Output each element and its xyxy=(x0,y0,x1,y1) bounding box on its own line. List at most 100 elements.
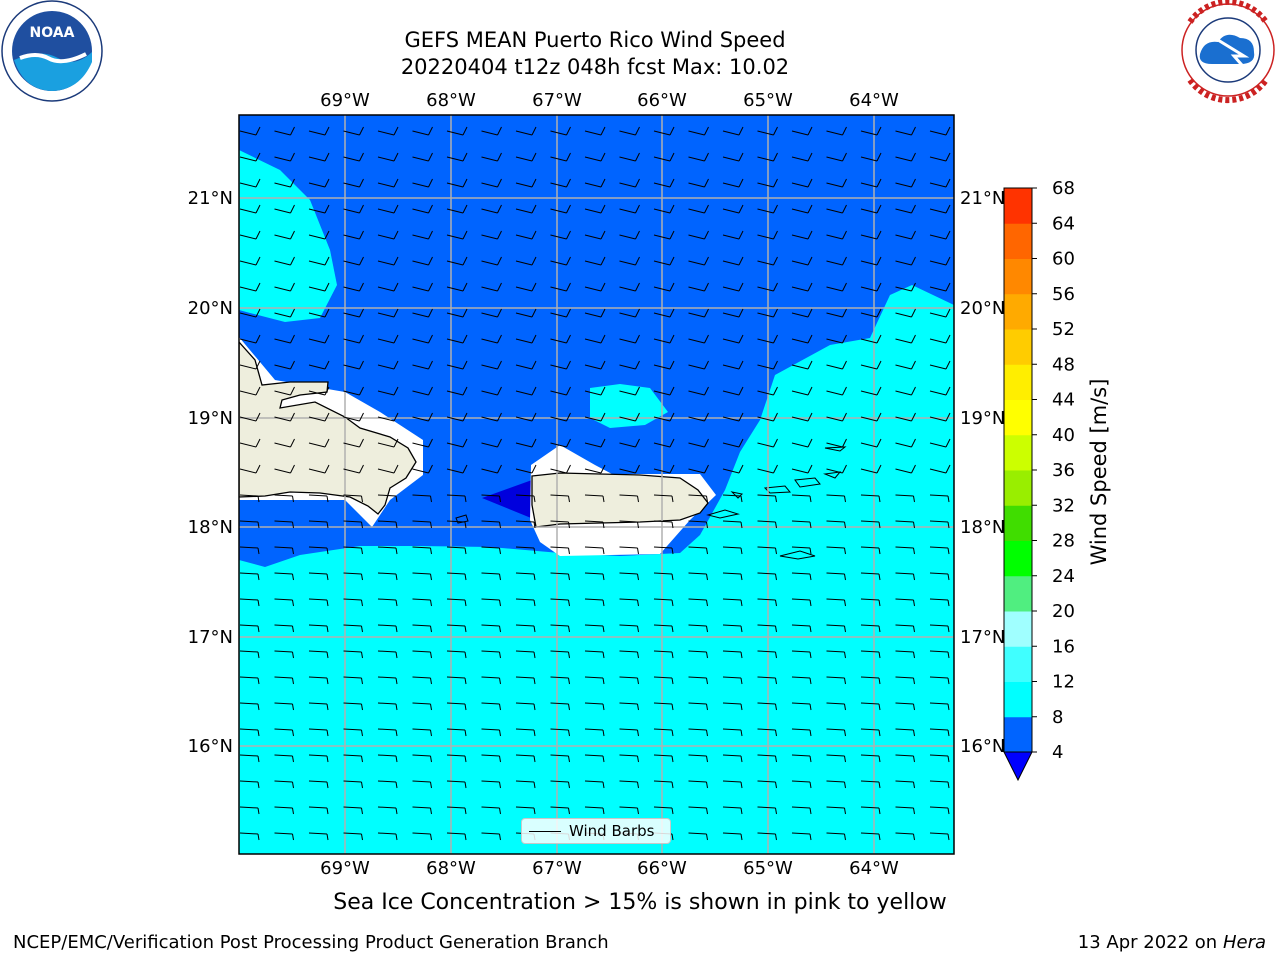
wind-barb xyxy=(584,334,606,344)
longitude-labels-top: 69°W 68°W 67°W 66°W 65°W 64°W xyxy=(320,90,899,111)
wind-barb xyxy=(619,806,639,815)
northwest-wind-region xyxy=(239,150,337,322)
wind-barb xyxy=(860,650,881,659)
lat-label: 19°N xyxy=(960,408,1005,429)
wind-barb xyxy=(515,546,536,555)
wind-barb xyxy=(274,256,295,266)
wind-barb xyxy=(481,230,502,240)
wind-barb xyxy=(481,360,502,370)
wind-barb xyxy=(860,178,882,188)
wind-barb xyxy=(860,126,882,136)
wind-barb xyxy=(826,178,847,188)
colorbar-tick-label: 4 xyxy=(1052,742,1063,763)
wind-barb xyxy=(239,334,261,344)
wind-barb xyxy=(860,546,881,555)
wind-barb xyxy=(274,360,295,370)
wind-barb xyxy=(688,598,708,607)
colorbar-tick-label: 24 xyxy=(1052,566,1075,587)
wind-barb xyxy=(791,152,813,162)
wind-barb xyxy=(757,676,777,685)
wind-barb xyxy=(688,256,709,266)
wind-barb xyxy=(826,520,846,529)
wind-barb xyxy=(619,256,640,266)
wind-barb xyxy=(791,126,813,136)
wind-barb xyxy=(619,728,639,737)
wind-barb xyxy=(791,676,812,685)
wind-barb xyxy=(757,520,777,529)
wind-barb xyxy=(895,464,916,474)
wind-barb xyxy=(860,412,882,422)
wind-barb xyxy=(377,334,399,344)
wind-barb xyxy=(584,520,605,529)
wind-barb xyxy=(239,282,261,292)
wind-barb xyxy=(274,438,295,448)
chart-title-line2: 20220404 t12z 048h fcst Max: 10.02 xyxy=(400,55,790,79)
wind-barb xyxy=(757,832,777,841)
wind-barb xyxy=(377,650,398,659)
wind-barb xyxy=(860,520,881,529)
wind-barb xyxy=(308,438,330,448)
wind-barb xyxy=(826,386,847,396)
wind-barb xyxy=(377,572,398,581)
wind-barb xyxy=(929,230,951,240)
wind-barb xyxy=(446,624,467,633)
wind-barb xyxy=(895,282,916,292)
wind-barb xyxy=(653,438,675,448)
wind-barb xyxy=(895,728,915,737)
wind-barb xyxy=(550,204,571,214)
colorbar-segment xyxy=(1004,293,1032,330)
wind-barb xyxy=(412,204,433,214)
wind-barb xyxy=(343,728,363,737)
wind-barb xyxy=(343,754,363,763)
wind-barb xyxy=(343,650,363,659)
wind-barb xyxy=(791,386,813,396)
wind-barb xyxy=(412,702,432,711)
wind-barb xyxy=(619,520,639,529)
wind-barb xyxy=(619,204,640,214)
wind-barb xyxy=(619,676,639,685)
wind-barb xyxy=(895,780,915,789)
wind-barb xyxy=(722,386,744,396)
wind-barb xyxy=(895,204,916,214)
wind-barb xyxy=(446,780,467,789)
wind-barb xyxy=(688,754,708,763)
wind-barb xyxy=(826,126,847,136)
wind-barb xyxy=(308,464,330,474)
wind-barb xyxy=(653,624,674,633)
wind-barb xyxy=(619,624,639,633)
wind-barb xyxy=(895,494,915,503)
wind-barb xyxy=(757,650,777,659)
wind-barb xyxy=(791,464,813,474)
wind-barb xyxy=(619,754,639,763)
wind-barb xyxy=(619,360,640,370)
wind-barb xyxy=(826,464,847,474)
wind-barb xyxy=(584,806,605,815)
ocean-moderate-speed-region xyxy=(239,285,954,854)
wind-barb xyxy=(274,386,295,396)
wind-barb xyxy=(274,204,295,214)
wind-barb xyxy=(446,204,468,214)
wind-barb xyxy=(791,412,813,422)
wind-barb xyxy=(929,676,950,685)
wind-barb xyxy=(412,546,432,555)
wind-barb xyxy=(757,360,778,370)
wind-barb xyxy=(860,494,881,503)
wind-barb xyxy=(757,152,778,162)
wind-barb xyxy=(481,650,501,659)
wind-barb xyxy=(826,806,846,815)
wind-barb xyxy=(860,360,882,370)
wind-barb xyxy=(653,572,674,581)
colorbar-segment xyxy=(1004,575,1032,612)
wind-barb xyxy=(274,546,294,555)
wind-barb xyxy=(688,806,708,815)
wind-barb xyxy=(343,282,364,292)
wind-barb xyxy=(446,806,467,815)
wind-barb xyxy=(377,832,398,841)
wind-barb xyxy=(791,230,813,240)
wind-barb xyxy=(895,334,916,344)
wind-barb xyxy=(481,676,501,685)
wind-barb xyxy=(584,126,606,136)
wind-barb xyxy=(412,464,433,474)
wind-barb xyxy=(757,308,778,318)
wind-barb xyxy=(481,572,501,581)
